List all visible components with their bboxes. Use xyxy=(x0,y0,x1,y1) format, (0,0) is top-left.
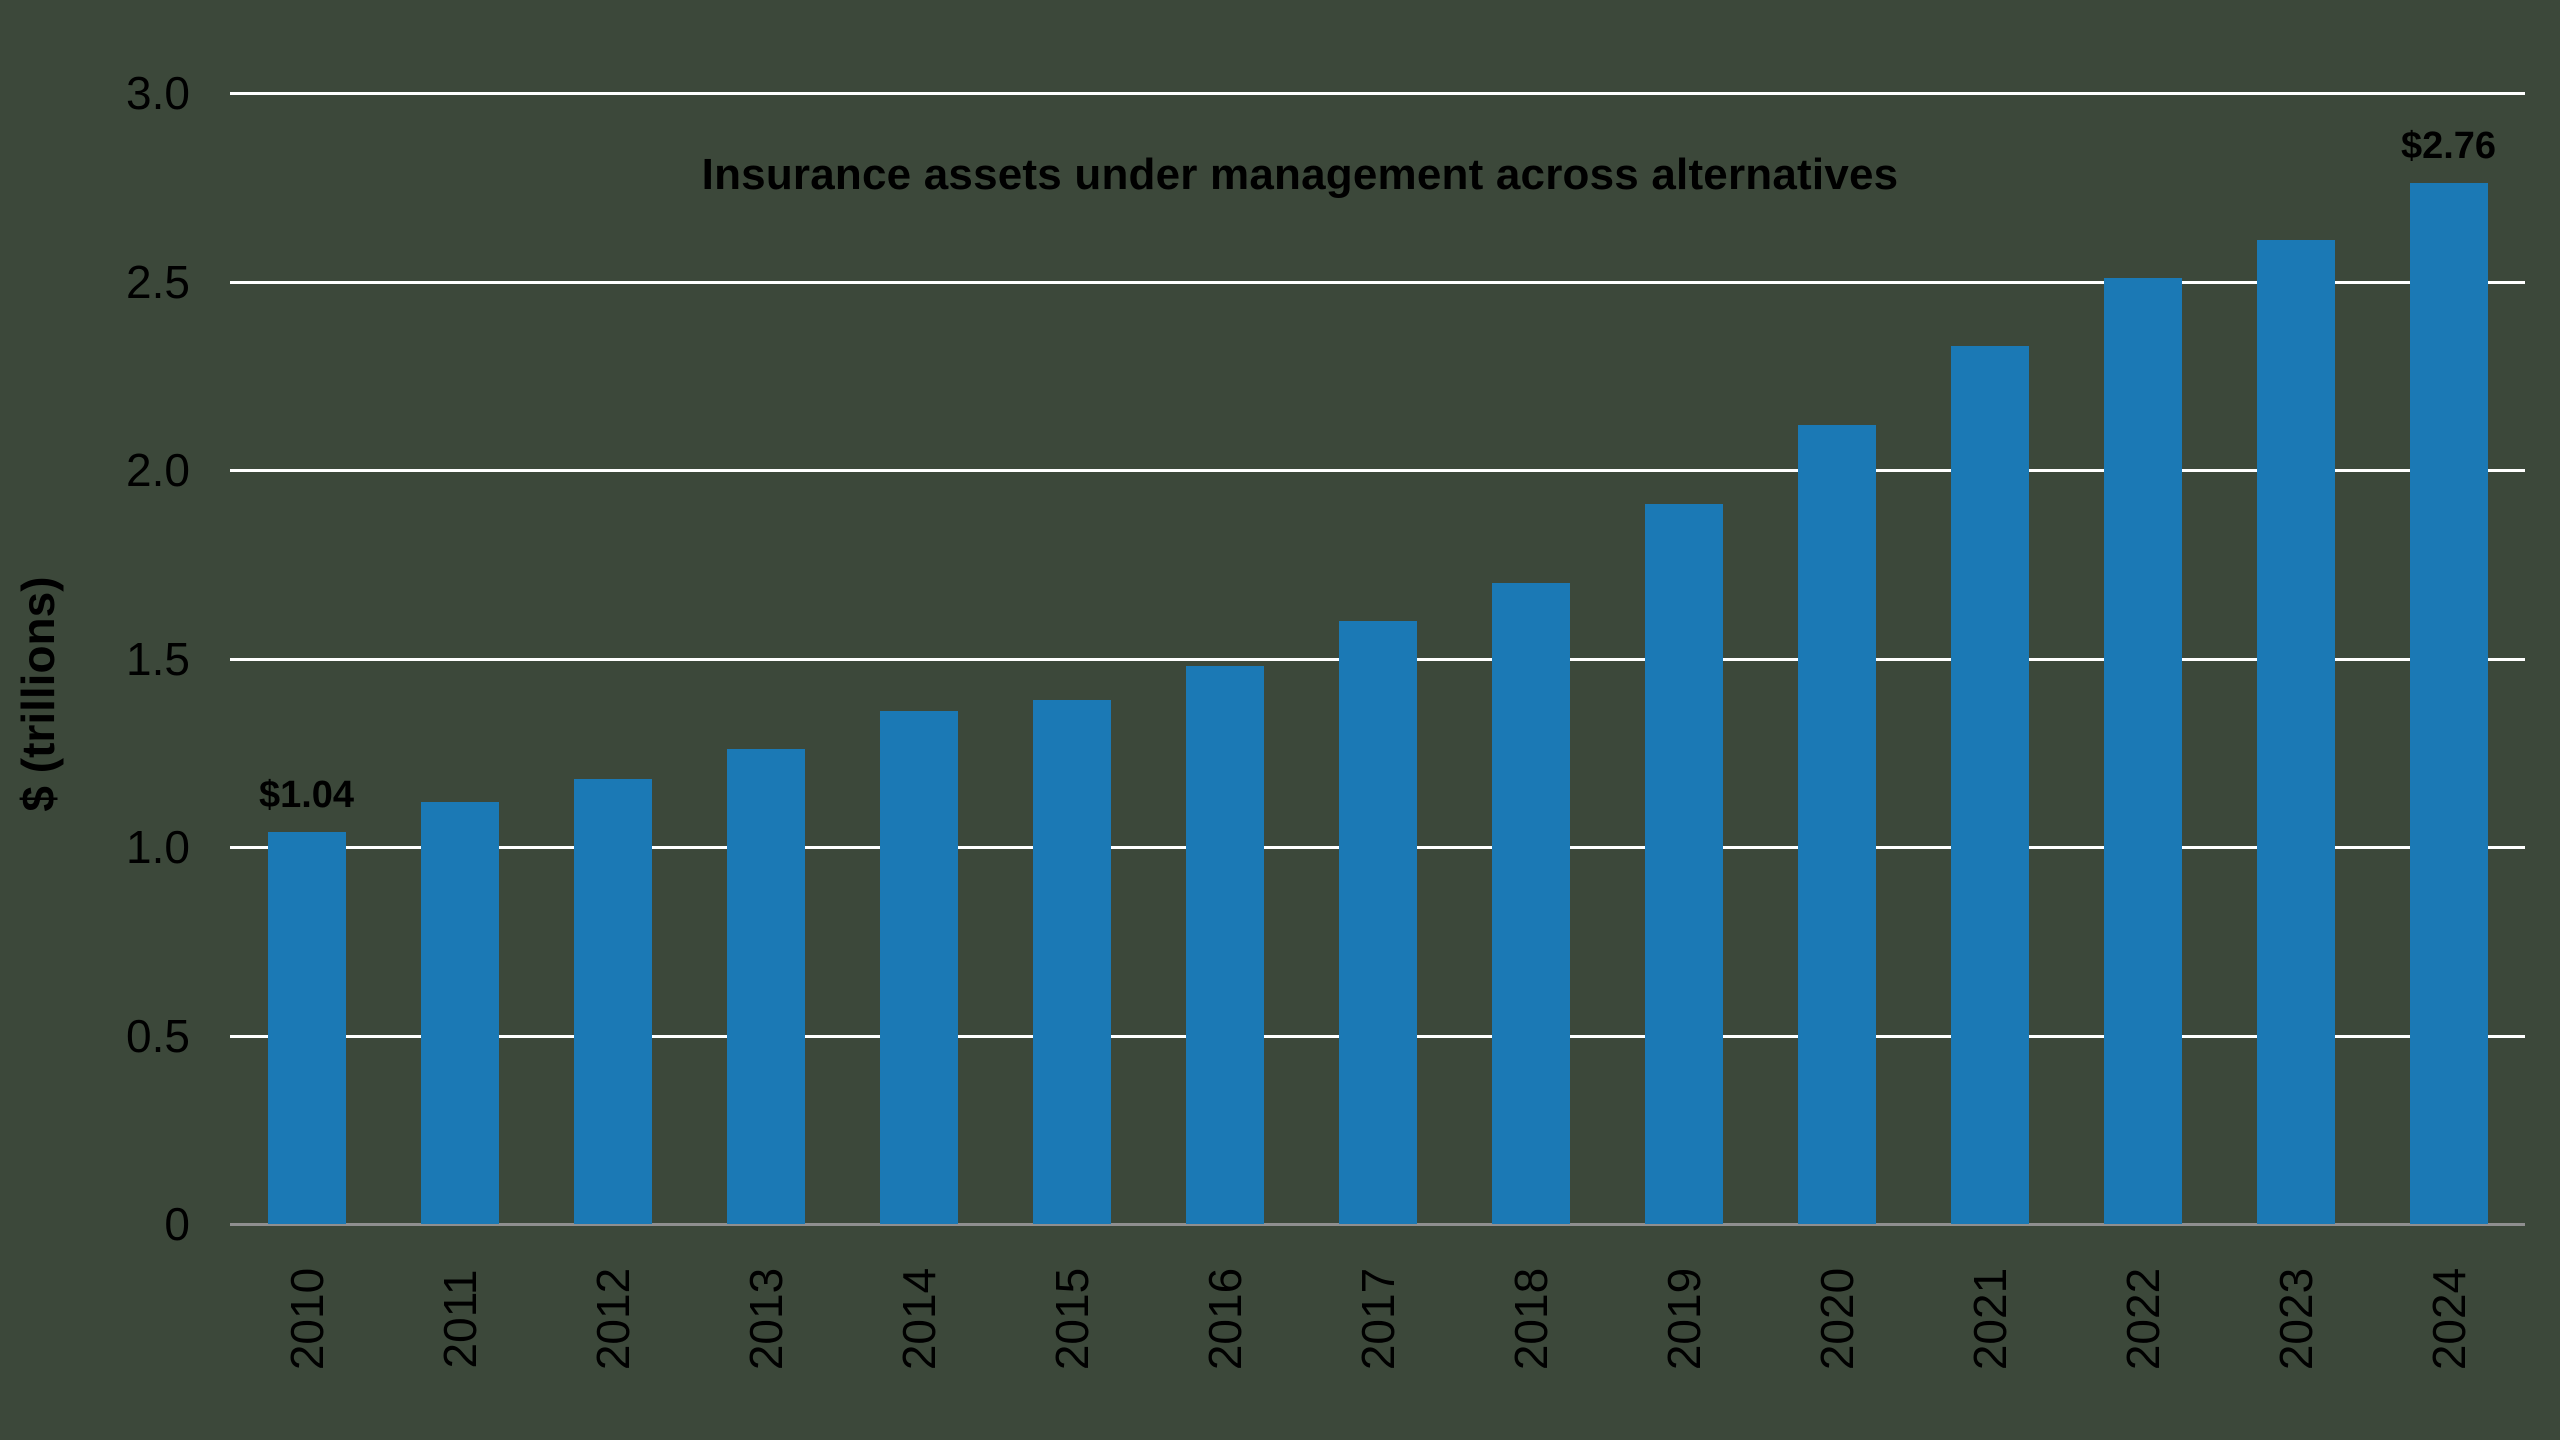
bar-2021 xyxy=(1950,345,2029,1224)
x-tick-label: 2017 xyxy=(1351,1267,1404,1371)
x-tick-label: 2016 xyxy=(1198,1267,1251,1371)
x-tick-label: 2024 xyxy=(2422,1267,2475,1371)
y-tick-label: 1.0 xyxy=(126,821,190,873)
x-tick-label: 2019 xyxy=(1657,1267,1710,1371)
chart-title: Insurance assets under management across… xyxy=(701,150,1899,199)
bar-2022 xyxy=(2103,277,2182,1224)
y-tick-label: 3.0 xyxy=(126,67,190,119)
bar-2014 xyxy=(879,711,958,1224)
bar-value-label: $1.04 xyxy=(258,773,355,816)
bar-value-label: $2.76 xyxy=(2400,125,2497,168)
y-tick-label: 1.5 xyxy=(126,632,190,685)
x-tick-label: 2011 xyxy=(433,1269,486,1369)
bar-2017 xyxy=(1338,620,1417,1224)
x-tick-label: 2014 xyxy=(892,1267,945,1371)
y-tick-label: 2.0 xyxy=(126,444,190,496)
bar-2013 xyxy=(726,748,805,1224)
bar-2012 xyxy=(573,779,652,1224)
x-tick-label: 2020 xyxy=(1810,1267,1863,1371)
x-tick-label: 2022 xyxy=(2116,1267,2169,1371)
y-tick-label: 0.5 xyxy=(126,1009,190,1062)
y-tick-label: 0 xyxy=(164,1198,190,1250)
x-tick-label: 2021 xyxy=(1963,1267,2016,1371)
gridline xyxy=(230,280,2525,284)
bar-2023 xyxy=(2256,240,2335,1224)
bar-2010 xyxy=(267,831,346,1224)
bar-2019 xyxy=(1644,503,1723,1224)
bar-2018 xyxy=(1491,583,1570,1224)
gridline xyxy=(230,469,2525,472)
bar-2020 xyxy=(1797,424,1876,1224)
bar-2015 xyxy=(1032,699,1111,1224)
x-tick-label: 2015 xyxy=(1045,1267,1098,1371)
y-tick-label: 2.5 xyxy=(126,255,190,308)
bar-2024 xyxy=(2409,183,2488,1224)
x-tick-label: 2012 xyxy=(586,1267,639,1371)
y-axis-title: $ (trillions) xyxy=(12,576,64,812)
bar-2011 xyxy=(420,801,499,1224)
bar-2016 xyxy=(1185,666,1264,1224)
x-tick-label: 2018 xyxy=(1504,1267,1557,1371)
x-axis-line xyxy=(230,1223,2525,1226)
gridline xyxy=(230,92,2525,95)
x-tick-label: 2013 xyxy=(739,1267,792,1371)
x-tick-label: 2010 xyxy=(280,1267,333,1371)
x-tick-label: 2023 xyxy=(2269,1267,2322,1371)
